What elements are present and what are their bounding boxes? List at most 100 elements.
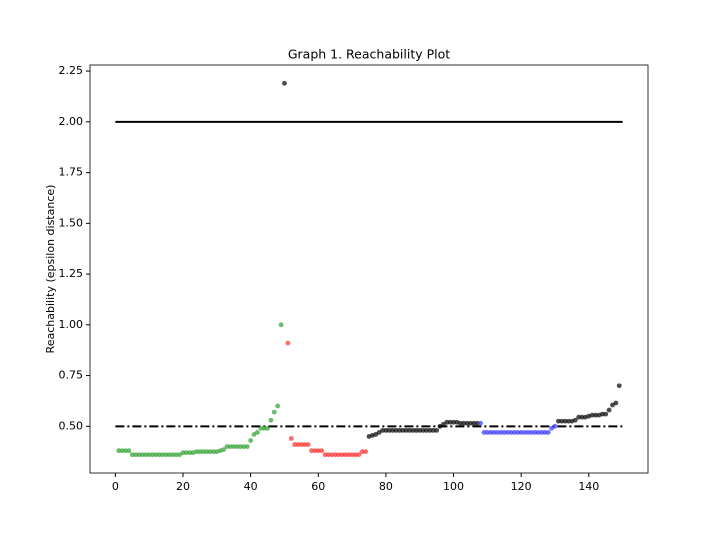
point [390,427,396,433]
point [211,449,216,455]
point [278,322,284,328]
point [606,407,612,413]
plot-frame [89,64,649,474]
point [116,448,122,454]
point [525,430,531,435]
point [326,452,331,458]
point [363,449,369,455]
point [505,430,511,435]
point [488,430,494,435]
y-tick-label: 1.00 [59,318,84,331]
point [566,418,571,424]
point [495,430,500,435]
point [156,452,162,458]
point [248,438,254,443]
point [194,449,199,455]
point [528,430,534,435]
point [535,430,541,435]
point [616,383,622,389]
point [173,452,179,458]
point [349,452,355,458]
point [356,452,362,458]
point [346,452,352,458]
point [457,420,463,426]
point [444,419,450,425]
point [150,452,155,458]
point [478,420,483,426]
point [468,420,473,426]
point [447,419,453,425]
point [386,427,392,433]
point [515,430,521,435]
point [312,448,318,454]
x-tick-label: 120 [511,480,532,493]
point [302,442,308,447]
point [383,427,389,433]
point [481,430,487,435]
point [268,417,274,423]
point [234,444,240,450]
point [434,427,440,433]
point [140,452,145,458]
point [522,430,527,435]
point [427,427,433,433]
point [146,452,152,458]
point [133,452,139,458]
point [424,427,429,433]
x-tick-label: 80 [379,480,393,493]
point [403,427,409,433]
point [315,448,321,454]
point [552,423,558,429]
x-tick-label: 60 [311,480,325,493]
y-tick-label: 0.75 [59,369,84,382]
point [413,427,419,433]
point [471,420,477,426]
point [420,427,426,433]
point [380,427,385,433]
point [397,427,402,433]
y-tick-label: 2.00 [59,115,84,128]
point [285,340,291,346]
point [545,430,551,435]
point [129,452,135,458]
point [339,452,345,458]
point [288,436,294,441]
point [167,452,172,458]
point [221,447,226,453]
y-tick-label: 1.25 [59,267,84,280]
x-tick-label: 100 [443,480,464,493]
point [336,452,341,458]
point [393,427,399,433]
point [241,444,247,450]
point [204,449,210,455]
point [319,448,325,454]
point [244,444,250,450]
point [572,417,578,423]
point [231,444,237,450]
x-tick-label: 140 [578,480,599,493]
point [559,418,565,424]
y-tick-label: 1.50 [59,216,84,229]
point [329,452,335,458]
point [224,444,230,450]
point [238,444,243,450]
point [170,452,176,458]
point [183,450,189,456]
point [579,414,585,420]
point [265,425,270,431]
y-tick-label: 1.75 [59,166,84,179]
point [305,442,311,447]
point [292,442,297,447]
point [512,430,517,435]
point [484,430,490,435]
point [498,430,504,435]
point [491,430,497,435]
point [207,449,213,455]
point [197,449,203,455]
point [603,411,609,417]
point [261,425,267,431]
point [417,427,423,433]
point [187,450,193,456]
